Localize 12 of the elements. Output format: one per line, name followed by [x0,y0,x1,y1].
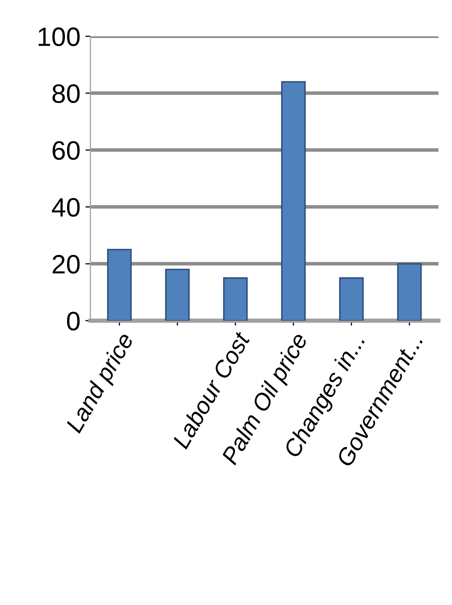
y-tick-label: 0 [67,312,80,330]
y-tick-label: 80 [52,84,80,103]
bar [107,248,132,321]
bar [165,268,190,321]
y-tick-label: 20 [52,254,80,274]
bar [281,81,306,321]
y-tick-label: 40 [52,198,80,217]
y-tick-label: 60 [52,141,80,160]
bar [397,263,422,321]
bar [339,277,364,321]
bar [223,277,248,321]
y-tick-label: 100 [38,27,80,46]
